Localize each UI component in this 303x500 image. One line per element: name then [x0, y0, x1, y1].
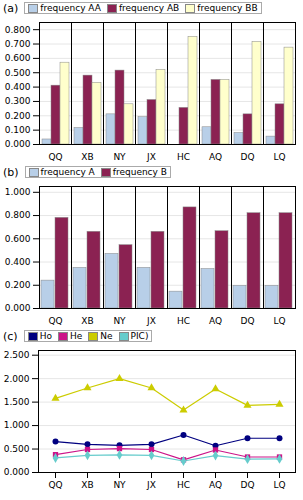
svg-text:HC: HC — [177, 152, 190, 162]
svg-text:0.500: 0.500 — [4, 444, 30, 454]
svg-text:0.000: 0.000 — [5, 139, 31, 149]
svg-text:0.200: 0.200 — [5, 111, 31, 121]
svg-text:1.500: 1.500 — [4, 397, 30, 407]
svg-text:QQ: QQ — [48, 480, 62, 490]
html-text:frequency AB: frequency AB — [118, 3, 180, 13]
html-text:frequency AA: frequency AA — [40, 3, 101, 13]
svg-text:1.000: 1.000 — [4, 420, 30, 430]
svg-text:JX: JX — [146, 316, 156, 326]
svg-text:0.300: 0.300 — [5, 96, 31, 106]
svg-text:DQ: DQ — [240, 316, 254, 326]
svg-text:XB: XB — [81, 316, 93, 326]
svg-text:0.000: 0.000 — [4, 467, 30, 477]
html-text:(b): (b) — [3, 165, 19, 179]
svg-text:2.000: 2.000 — [4, 374, 30, 384]
svg-text:0.600: 0.600 — [5, 53, 31, 63]
svg-text:AQ: AQ — [209, 152, 222, 162]
svg-text:NY: NY — [113, 316, 126, 326]
svg-text:JX: JX — [146, 480, 156, 490]
svg-text:DQ: DQ — [240, 480, 254, 490]
svg-text:0.600: 0.600 — [5, 234, 31, 244]
svg-text:HC: HC — [177, 316, 190, 326]
svg-text:0.200: 0.200 — [5, 280, 31, 290]
svg-text:LQ: LQ — [273, 316, 285, 326]
html-text:(a): (a) — [3, 1, 19, 15]
svg-text:XB: XB — [81, 480, 93, 490]
svg-text:QQ: QQ — [48, 316, 62, 326]
svg-text:XB: XB — [81, 152, 93, 162]
svg-text:2.500: 2.500 — [4, 350, 30, 360]
svg-text:0.400: 0.400 — [5, 82, 31, 92]
svg-text:0.000: 0.000 — [5, 303, 31, 313]
svg-text:0.700: 0.700 — [5, 39, 31, 49]
svg-text:NY: NY — [113, 480, 126, 490]
svg-text:1.000: 1.000 — [5, 187, 31, 197]
html-text:PIC): PIC) — [130, 331, 149, 341]
svg-text:AQ: AQ — [209, 480, 222, 490]
html-text:frequency B: frequency B — [112, 167, 167, 177]
svg-text:LQ: LQ — [273, 152, 285, 162]
html-text:frequency BB: frequency BB — [197, 3, 258, 13]
svg-text:0.800: 0.800 — [5, 210, 31, 220]
html-text:(c): (c) — [3, 329, 18, 343]
html-text:Ne: Ne — [100, 331, 113, 341]
svg-text:LQ: LQ — [273, 480, 285, 490]
html-text:He: He — [69, 331, 83, 341]
svg-text:0.500: 0.500 — [5, 68, 31, 78]
svg-text:QQ: QQ — [48, 152, 62, 162]
svg-text:0.800: 0.800 — [5, 25, 31, 35]
html-text:frequency A: frequency A — [40, 167, 95, 177]
svg-text:JX: JX — [146, 152, 156, 162]
svg-text:0.100: 0.100 — [5, 125, 31, 135]
svg-text:HC: HC — [177, 480, 190, 490]
html-text:Ho: Ho — [39, 331, 52, 341]
svg-text:DQ: DQ — [240, 152, 254, 162]
svg-text:0.400: 0.400 — [5, 257, 31, 267]
svg-text:AQ: AQ — [209, 316, 222, 326]
svg-text:NY: NY — [113, 152, 126, 162]
